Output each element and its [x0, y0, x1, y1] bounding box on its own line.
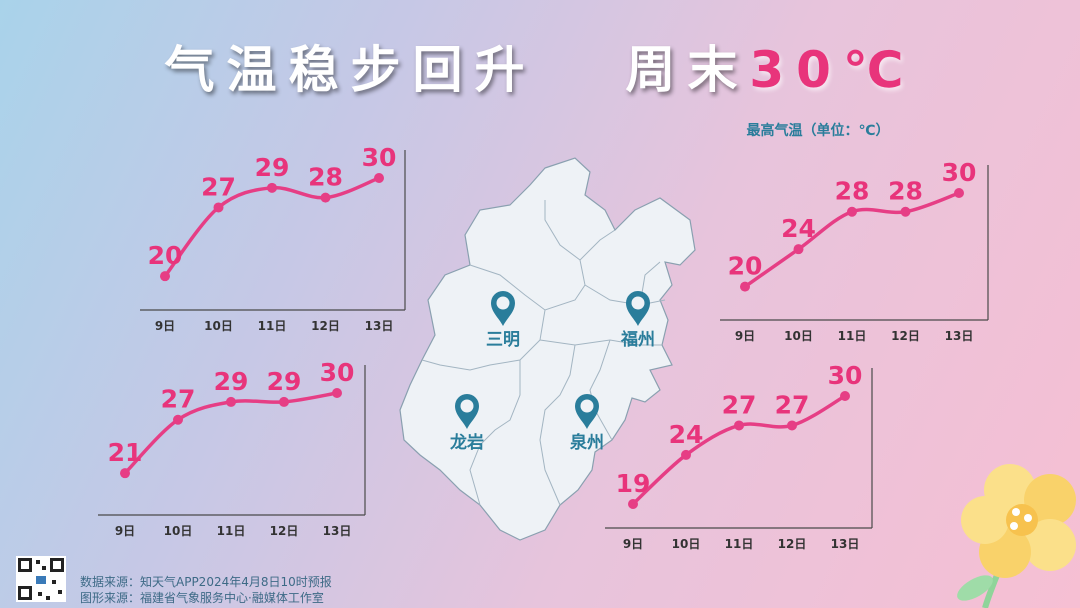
title-main: 气温稳步回升 — [164, 41, 537, 99]
x-tick-label: 10日 — [164, 524, 193, 538]
x-tick-label: 10日 — [784, 329, 813, 343]
map-borders — [421, 200, 666, 506]
data-point — [226, 396, 236, 407]
data-point — [840, 391, 850, 401]
temperature-chart: 21 9日 27 10日 29 11日 29 12日 30 13日 — [98, 358, 366, 538]
city-marker: 三明 — [486, 291, 520, 350]
data-point — [213, 202, 224, 213]
data-point — [279, 396, 289, 407]
pin-hole — [580, 399, 594, 413]
value-label: 21 — [108, 438, 143, 467]
city-label: 泉州 — [569, 432, 604, 453]
temperature-chart: 19 9日 24 10日 27 11日 27 12日 30 13日 — [605, 361, 873, 551]
data-point — [374, 173, 384, 183]
x-tick-label: 12日 — [311, 319, 340, 333]
value-label: 28 — [888, 177, 923, 206]
value-label: 28 — [835, 177, 870, 206]
value-label: 27 — [775, 390, 810, 419]
footer-graphic-source: 图形来源：福建省气象服务中心·融媒体工作室 — [80, 591, 324, 605]
x-tick-label: 12日 — [891, 329, 920, 343]
fujian-map — [399, 157, 696, 541]
value-label: 30 — [942, 158, 977, 187]
x-tick-label: 12日 — [270, 524, 299, 538]
city-marker: 龙岩 — [449, 394, 484, 453]
value-label: 30 — [362, 143, 397, 172]
data-point — [847, 206, 857, 217]
data-point — [954, 188, 964, 198]
x-tick-label: 13日 — [365, 319, 394, 333]
data-point — [120, 468, 130, 479]
data-point — [320, 192, 331, 203]
x-tick-label: 11日 — [725, 537, 754, 551]
data-point — [160, 271, 170, 282]
data-point — [734, 420, 744, 431]
data-point — [900, 206, 911, 217]
x-tick-label: 9日 — [735, 329, 755, 343]
city-marker: 福州 — [620, 291, 655, 350]
pin-hole — [631, 296, 645, 310]
x-tick-label: 13日 — [831, 537, 860, 551]
value-label: 24 — [669, 420, 704, 449]
data-point — [332, 388, 342, 398]
city-label: 三明 — [486, 330, 520, 350]
pin-hole — [460, 399, 474, 413]
x-tick-label: 11日 — [258, 319, 287, 333]
footer-data-source: 数据来源：知天气APP2024年4月8日10时预报 — [80, 575, 332, 589]
value-label: 30 — [320, 358, 355, 387]
map-outline — [399, 157, 696, 541]
x-tick-label: 11日 — [838, 329, 867, 343]
value-label: 19 — [616, 469, 651, 498]
qr-code — [16, 556, 66, 602]
data-point — [267, 182, 277, 193]
data-point — [628, 499, 638, 509]
x-tick-label: 10日 — [204, 319, 233, 333]
value-label: 27 — [201, 172, 236, 201]
data-point — [740, 281, 750, 292]
legend-label: 最高气温（单位：℃） — [747, 122, 890, 139]
x-tick-label: 11日 — [217, 524, 246, 538]
value-label: 29 — [267, 367, 302, 396]
city-label: 龙岩 — [449, 432, 484, 453]
value-label: 27 — [161, 385, 196, 414]
temperature-chart: 20 9日 24 10日 28 11日 28 12日 30 13日 — [720, 158, 989, 343]
page-title: 气温稳步回升 周末30℃ — [0, 30, 1080, 102]
x-tick-label: 13日 — [945, 329, 974, 343]
value-label: 30 — [828, 361, 863, 390]
title-weekend: 周末 — [625, 41, 750, 99]
x-tick-label: 9日 — [155, 319, 175, 333]
title-highlight: 30℃ — [749, 41, 916, 99]
flower-decoration — [957, 464, 1076, 608]
value-label: 20 — [148, 241, 183, 270]
data-point — [787, 420, 797, 431]
x-tick-label: 10日 — [672, 537, 701, 551]
value-label: 29 — [214, 367, 249, 396]
x-tick-label: 12日 — [778, 537, 807, 551]
x-tick-label: 9日 — [623, 537, 643, 551]
value-label: 20 — [728, 252, 763, 281]
data-point — [681, 449, 691, 460]
x-tick-label: 9日 — [115, 524, 135, 538]
x-tick-label: 13日 — [323, 524, 352, 538]
data-point — [793, 244, 804, 255]
temperature-chart: 20 9日 27 10日 29 11日 28 12日 30 13日 — [140, 143, 406, 333]
value-label: 27 — [722, 390, 757, 419]
city-marker: 泉州 — [569, 394, 604, 453]
value-label: 24 — [781, 214, 816, 243]
pin-hole — [496, 296, 510, 310]
data-point — [173, 414, 183, 425]
value-label: 29 — [255, 153, 290, 182]
city-label: 福州 — [620, 329, 655, 350]
value-label: 28 — [308, 163, 343, 192]
